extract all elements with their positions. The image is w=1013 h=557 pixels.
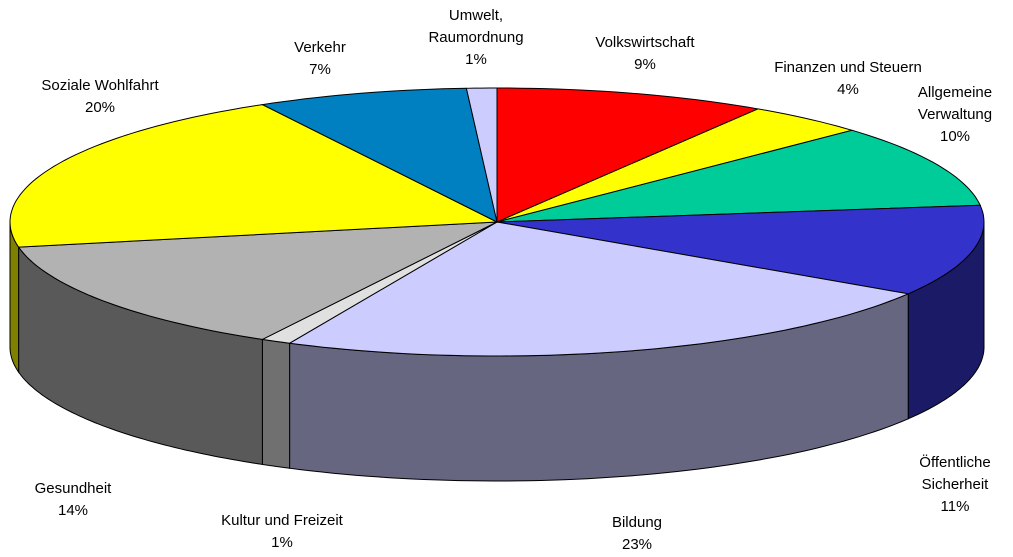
slice-label: Bildung 23% <box>577 512 697 556</box>
slice <box>496 204 985 295</box>
category-label: Finanzen und Steuern <box>774 59 922 76</box>
value-label: 7% <box>309 61 331 78</box>
slice-label: Allgemeine Verwaltung 10% <box>900 82 1010 148</box>
slice-label: Öffentliche Sicherheit 11% <box>900 452 1010 518</box>
value-label: 1% <box>271 534 293 551</box>
slice-side <box>261 338 291 469</box>
slice <box>288 221 910 357</box>
category-label: Bildung <box>611 514 663 531</box>
slice-label: Finanzen und Steuern 4% <box>768 57 928 101</box>
value-label: 1% <box>465 51 487 68</box>
slice <box>9 104 499 248</box>
value-label: 20% <box>84 99 116 116</box>
slice <box>465 87 498 223</box>
slice-label: Kultur und Freizeit 1% <box>197 510 367 554</box>
slice-label: Volkswirtschaft 9% <box>585 32 705 76</box>
value-label: 9% <box>634 56 656 73</box>
category-label: Soziale Wohlfahrt <box>41 77 159 94</box>
category-label: Kultur und Freizeit <box>221 512 343 529</box>
slice-label: Gesundheit 14% <box>13 478 133 522</box>
value-label: 23% <box>621 536 653 553</box>
slice <box>260 87 498 223</box>
category-label: Öffentliche Sicherheit <box>919 454 991 493</box>
value-label: 11% <box>940 498 970 515</box>
category-label: Volkswirtschaft <box>595 34 695 51</box>
slice <box>496 108 854 223</box>
category-label: Verkehr <box>294 39 346 56</box>
slice-label: Soziale Wohlfahrt 20% <box>20 75 180 119</box>
value-label: 10% <box>939 128 971 145</box>
slice <box>496 87 760 223</box>
slice-label: Umwelt, Raumordnung 1% <box>421 5 531 71</box>
category-label: Umwelt, Raumordnung <box>428 7 524 46</box>
slice <box>496 129 982 223</box>
category-label: Allgemeine Verwaltung <box>917 84 993 123</box>
value-label: 14% <box>57 502 89 519</box>
value-label: 4% <box>837 81 859 98</box>
slice-label: Verkehr 7% <box>270 37 370 81</box>
category-label: Gesundheit <box>34 480 112 497</box>
slice <box>17 221 498 340</box>
